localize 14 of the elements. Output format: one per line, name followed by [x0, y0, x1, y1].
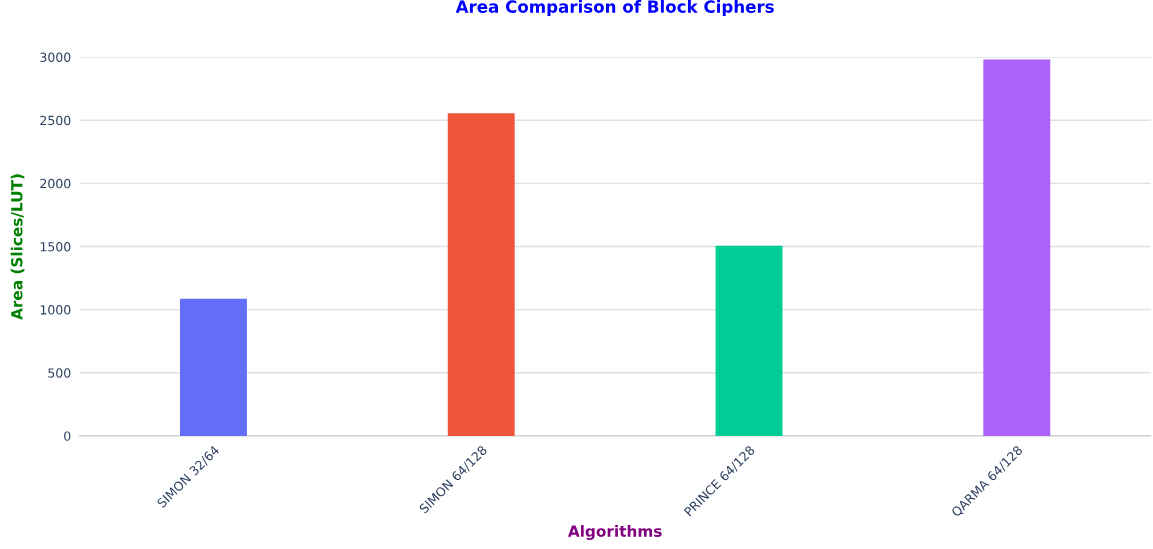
- bar: [447, 113, 515, 436]
- bar: [179, 298, 247, 436]
- y-tick-label: 0: [64, 431, 71, 441]
- y-axis-title: Area (Slices/LUT): [10, 174, 25, 320]
- y-tick-label: 2000: [40, 178, 71, 189]
- y-tick-label: 1500: [40, 241, 71, 252]
- chart-title: Area Comparison of Block Ciphers: [455, 0, 774, 17]
- x-axis-title: Algorithms: [567, 525, 662, 540]
- y-tick-label: 3000: [40, 52, 71, 63]
- y-tick-label: 500: [48, 368, 71, 378]
- y-tick-label: 2500: [40, 115, 71, 126]
- bar: [715, 245, 783, 436]
- bar: [983, 59, 1051, 436]
- y-tick-label: 1000: [40, 305, 71, 315]
